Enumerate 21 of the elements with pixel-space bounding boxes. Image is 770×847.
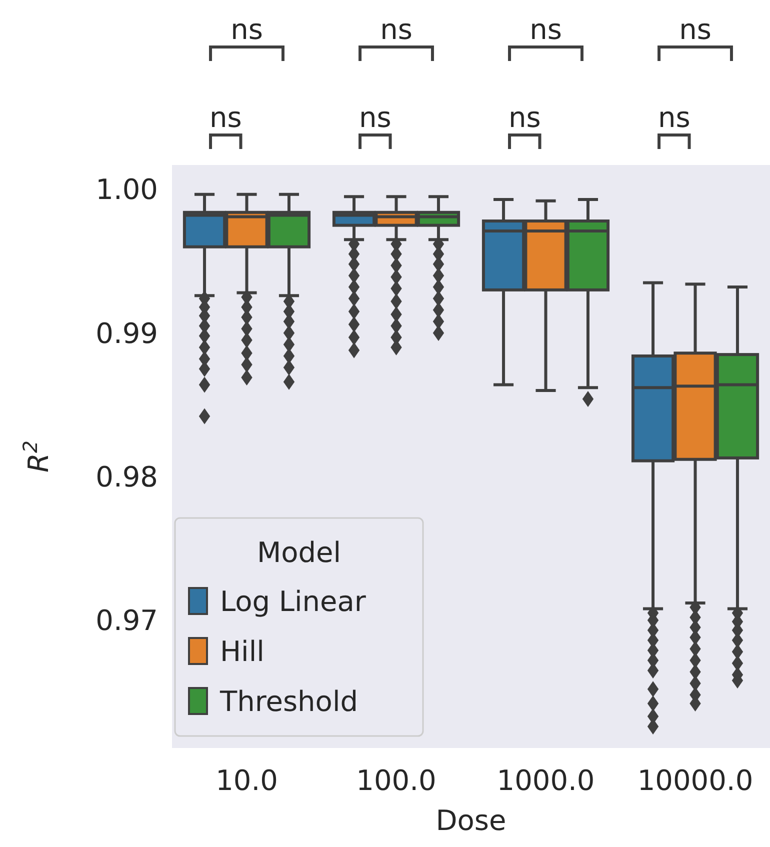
legend-label: Threshold — [219, 684, 358, 718]
y-tick-label: 0.99 — [96, 316, 158, 350]
text: ns — [358, 101, 392, 134]
y-tick-label: 0.98 — [96, 460, 158, 494]
text: ns — [658, 101, 690, 134]
legend-label: Log Linear — [220, 584, 366, 618]
text: ns — [209, 101, 242, 134]
text: ns — [679, 13, 712, 46]
text: ns — [230, 13, 263, 46]
x-axis-title: Dose — [436, 804, 506, 837]
y-tick-label: 0.97 — [96, 604, 158, 637]
text: ns — [530, 13, 562, 46]
legend-title: Model — [256, 536, 342, 569]
x-tick-label: 10.0 — [216, 764, 278, 797]
text: ns — [508, 101, 541, 134]
x-tick-label: 100.0 — [356, 764, 436, 797]
y-tick-label: 1.00 — [96, 173, 158, 206]
legend-label: Hill — [220, 634, 264, 668]
text: ns — [380, 13, 412, 46]
x-tick-label: 1000.0 — [496, 764, 595, 797]
x-tick-label: 10000.0 — [637, 764, 754, 797]
